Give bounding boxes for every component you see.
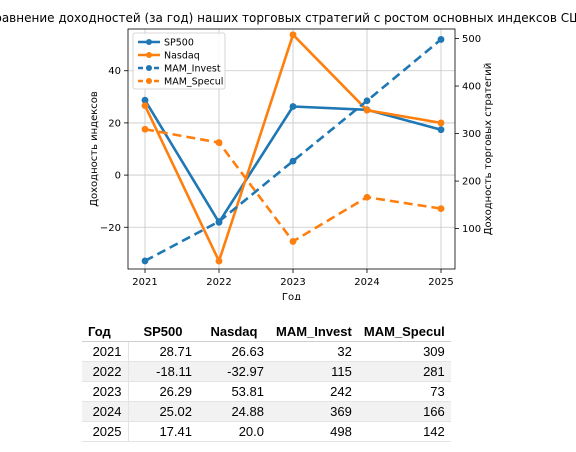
y-right-axis-label: Доходность торговых стратегий (483, 63, 494, 236)
cell-nasdaq: 53.81 (198, 381, 270, 402)
data-point-nasdaq (437, 119, 445, 127)
legend: SP500 Nasdaq MAM_Invest MAM_Specul (132, 32, 226, 90)
cell-mam-invest: 498 (270, 421, 358, 442)
legend-marker (146, 78, 152, 84)
data-point-mam-invest (437, 36, 445, 43)
cell-mam-specul: 142 (357, 421, 451, 442)
data-point-mam-specul (289, 238, 297, 245)
header-nasdaq: Nasdaq (198, 322, 270, 342)
cell-mam-invest: 369 (270, 401, 358, 422)
table-row: 2025 17.41 20.0 498 142 (82, 421, 451, 442)
header-mam-specul: MAM_Specul (357, 322, 451, 342)
y-right-tick-label: 500 (462, 34, 481, 45)
data-point-mam-specul (215, 139, 223, 146)
cell-sp500: 17.41 (128, 421, 198, 442)
cell-nasdaq: 20.0 (198, 421, 270, 442)
x-tick-label: 2021 (132, 277, 157, 288)
header-mam-invest: MAM_Invest (270, 322, 358, 342)
cell-mam-specul: 281 (357, 361, 451, 382)
data-point-mam-specul (437, 205, 445, 213)
cell-nasdaq: -32.97 (198, 361, 270, 382)
table-row: 2021 28.71 26.63 32 309 (82, 341, 451, 362)
y-left-tick-label: 0 (115, 171, 121, 182)
header-sp500: SP500 (128, 322, 198, 342)
cell-year: 2024 (82, 401, 129, 422)
cell-mam-invest: 242 (270, 381, 358, 402)
cell-nasdaq: 26.63 (198, 341, 270, 362)
data-point-sp500 (141, 96, 149, 104)
data-point-mam-specul (363, 193, 371, 201)
legend-box (132, 32, 226, 90)
cell-mam-specul: 166 (357, 401, 451, 422)
cell-sp500: 25.02 (128, 401, 198, 422)
data-point-nasdaq (141, 102, 149, 110)
cell-year: 2022 (82, 361, 129, 382)
cell-mam-invest: 32 (270, 341, 358, 362)
y-right-tick-label: 200 (462, 177, 481, 188)
cell-nasdaq: 24.88 (198, 401, 270, 422)
x-axis-label: Год (282, 292, 301, 300)
table-row: 2022 -18.11 -32.97 115 281 (82, 361, 451, 382)
chart-title: Сравнение доходностей (за год) наших тор… (0, 11, 576, 25)
y-left-tick-label: −20 (100, 223, 121, 234)
returns-table: Год SP500 Nasdaq MAM_Invest MAM_Specul 2… (82, 322, 451, 442)
cell-year: 2021 (82, 341, 129, 362)
legend-label: MAM_Invest (164, 64, 221, 75)
cell-sp500: 28.71 (128, 341, 198, 362)
table-row: 2023 26.29 53.81 242 73 (82, 381, 451, 402)
x-tick-label: 2022 (206, 277, 231, 288)
table-row: 2024 25.02 24.88 369 166 (82, 401, 451, 422)
cell-mam-specul: 309 (357, 341, 451, 362)
data-point-mam-specul (141, 125, 149, 133)
data-point-nasdaq (215, 257, 223, 265)
legend-marker (146, 65, 152, 71)
y-right-tick-label: 400 (462, 82, 481, 93)
y-left-tick-label: 40 (108, 66, 121, 77)
y-right-tick-label: 300 (462, 129, 481, 140)
y-left-tick-label: 20 (108, 118, 121, 129)
x-tick-label: 2024 (354, 277, 379, 288)
data-point-sp500 (437, 126, 445, 134)
cell-sp500: 26.29 (128, 381, 198, 402)
cell-mam-specul: 73 (357, 381, 451, 402)
data-point-nasdaq (363, 106, 371, 114)
legend-marker (146, 39, 152, 45)
legend-label: Nasdaq (164, 51, 200, 62)
data-point-nasdaq (289, 31, 297, 39)
plot-frame (127, 28, 456, 270)
cell-mam-invest: 115 (270, 361, 358, 382)
y-left-axis-label: Доходность индексов (89, 91, 100, 207)
x-tick-label: 2025 (428, 277, 453, 288)
cell-year: 2025 (82, 421, 129, 442)
y-right-tick-label: 100 (462, 224, 481, 235)
data-point-sp500 (289, 103, 297, 110)
chart: Сравнение доходностей (за год) наших тор… (0, 11, 576, 300)
data-point-mam-invest (141, 257, 149, 265)
table-header-row: Год SP500 Nasdaq MAM_Invest MAM_Specul (82, 322, 451, 342)
data-point-mam-invest (215, 218, 223, 225)
legend-label: MAM_Specul (164, 77, 223, 88)
cell-sp500: -18.11 (128, 361, 198, 382)
data-point-mam-invest (289, 157, 297, 165)
cell-year: 2023 (82, 381, 129, 402)
legend-marker (146, 52, 152, 58)
data-point-mam-invest (363, 97, 371, 105)
header-year: Год (82, 322, 128, 342)
x-tick-label: 2023 (280, 277, 305, 288)
legend-label: SP500 (164, 38, 194, 49)
